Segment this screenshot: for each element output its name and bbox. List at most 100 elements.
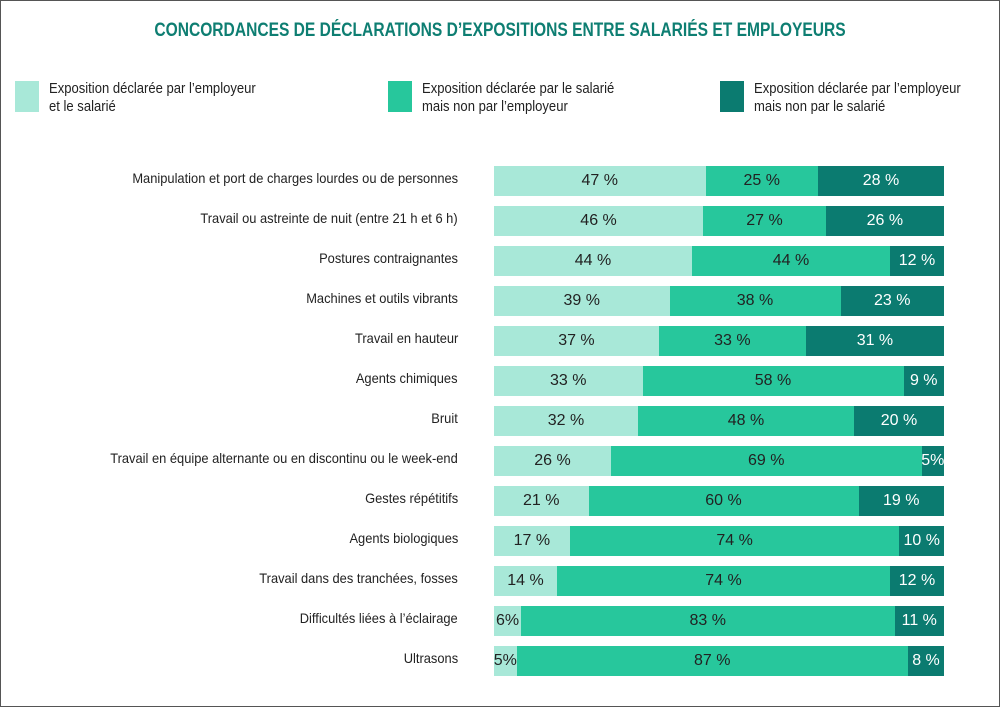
bar-segment: 9 % xyxy=(903,366,944,396)
data-label: 5% xyxy=(921,452,945,469)
bar-segment: 11 % xyxy=(894,606,944,636)
bar-segment: 74 % xyxy=(557,566,890,596)
data-label: 48 % xyxy=(727,412,765,429)
category-label: Gestes répétitifs xyxy=(364,490,458,506)
bar-segment: 44 % xyxy=(692,246,890,276)
category-label: Travail en hauteur xyxy=(354,330,458,346)
data-label: 12 % xyxy=(898,572,936,589)
category-label: Machines et outils vibrants xyxy=(306,290,458,306)
bar-segment: 20 % xyxy=(854,406,944,436)
category-label: Ultrasons xyxy=(403,650,458,666)
bar-segment: 6% xyxy=(494,606,521,636)
category-label: Difficultés liées à l’éclairage xyxy=(300,610,458,626)
chart-title: CONCORDANCES DE DÉCLARATIONS D’EXPOSITIO… xyxy=(154,20,846,41)
bar-segment: 8 % xyxy=(908,646,944,676)
data-label: 39 % xyxy=(563,292,600,309)
bar-segment: 31 % xyxy=(805,326,944,356)
data-label: 87 % xyxy=(694,652,731,669)
bar-segment: 47 % xyxy=(494,166,706,196)
bar-segment: 26 % xyxy=(825,206,944,236)
bar-segment: 26 % xyxy=(494,446,611,476)
category-label: Bruit xyxy=(431,410,458,426)
data-label: 5% xyxy=(493,652,517,669)
category-label: Travail dans des tranchées, fosses xyxy=(259,570,458,586)
data-label: 31 % xyxy=(856,332,894,349)
legend-swatch xyxy=(15,81,39,112)
data-label: 26 % xyxy=(534,452,571,469)
data-label: 47 % xyxy=(581,172,618,189)
bar-segment: 28 % xyxy=(818,166,944,196)
bar-segment: 5% xyxy=(494,646,517,676)
data-label: 37 % xyxy=(558,332,595,349)
data-label: 58 % xyxy=(754,372,792,389)
data-label: 28 % xyxy=(862,172,900,189)
legend-label: Exposition déclarée par le salarié mais … xyxy=(422,81,615,115)
bar-segment: 33 % xyxy=(494,366,643,396)
bar-segment: 58 % xyxy=(642,366,904,396)
bar-segment: 12 % xyxy=(890,246,944,276)
bar-segment: 19 % xyxy=(858,486,944,516)
category-label: Travail ou astreinte de nuit (entre 21 h… xyxy=(200,210,458,226)
bar-segment: 25 % xyxy=(705,166,818,196)
data-label: 74 % xyxy=(716,532,753,549)
category-label: Postures contraignantes xyxy=(319,250,458,266)
data-label: 69 % xyxy=(748,452,785,469)
data-label: 27 % xyxy=(746,212,783,229)
bar-segment: 39 % xyxy=(494,286,670,316)
data-label: 8 % xyxy=(912,652,940,669)
data-label: 23 % xyxy=(874,292,911,309)
data-label: 25 % xyxy=(743,172,780,189)
bar-segment: 32 % xyxy=(494,406,638,436)
legend-item-employer-only: Exposition déclarée par l’employeur mais… xyxy=(720,80,984,116)
bar-segment: 12 % xyxy=(890,566,944,596)
bar-segment: 83 % xyxy=(521,606,895,636)
bar-segment: 23 % xyxy=(840,286,944,316)
data-label: 14 % xyxy=(507,572,544,589)
bar-segment: 74 % xyxy=(569,526,900,556)
bar-segment: 69 % xyxy=(611,446,922,476)
data-label: 21 % xyxy=(523,492,560,509)
bar-segment: 48 % xyxy=(638,406,854,436)
data-label: 32 % xyxy=(547,412,585,429)
bar-segment: 38 % xyxy=(669,286,841,316)
data-label: 33 % xyxy=(550,372,587,389)
bar-segment: 46 % xyxy=(494,206,704,236)
bar-segment: 37 % xyxy=(494,326,659,356)
bar-segment: 44 % xyxy=(494,246,692,276)
bar-segment: 33 % xyxy=(658,326,806,356)
data-label: 12 % xyxy=(898,252,936,269)
data-label: 44 % xyxy=(574,252,612,269)
data-label: 10 % xyxy=(903,532,940,549)
data-label: 38 % xyxy=(736,292,774,309)
bar-segment: 14 % xyxy=(494,566,557,596)
data-label: 44 % xyxy=(772,252,810,269)
data-label: 17 % xyxy=(513,532,551,549)
legend-label: Exposition déclarée par l’employeur mais… xyxy=(754,81,961,115)
bar-segment: 17 % xyxy=(494,526,570,556)
data-label: 83 % xyxy=(689,612,726,629)
data-label: 11 % xyxy=(901,612,937,629)
legend-swatch xyxy=(388,81,412,112)
category-label: Travail en équipe alternante ou en disco… xyxy=(110,450,458,466)
legend-item-employee-only: Exposition déclarée par le salarié mais … xyxy=(388,80,636,116)
data-label: 26 % xyxy=(866,212,904,229)
category-label: Agents chimiques xyxy=(356,370,458,386)
data-label: 20 % xyxy=(880,412,918,429)
data-label: 9 % xyxy=(909,372,938,389)
data-label: 46 % xyxy=(580,212,617,229)
bar-segment: 10 % xyxy=(899,526,944,556)
data-label: 19 % xyxy=(883,492,920,509)
bar-segment: 87 % xyxy=(516,646,908,676)
bar-segment: 60 % xyxy=(588,486,859,516)
bar-segment: 21 % xyxy=(494,486,589,516)
data-label: 60 % xyxy=(705,492,742,509)
legend-label: Exposition déclarée par l’employeur et l… xyxy=(49,81,256,115)
legend-item-both: Exposition déclarée par l’employeur et l… xyxy=(15,80,279,116)
bar-segment: 5% xyxy=(921,446,945,476)
category-label: Agents biologiques xyxy=(349,530,458,546)
data-label: 74 % xyxy=(705,572,742,589)
data-label: 33 % xyxy=(714,332,751,349)
bar-segment: 27 % xyxy=(703,206,826,236)
category-label: Manipulation et port de charges lourdes … xyxy=(132,170,458,186)
data-label: 6% xyxy=(495,612,520,629)
